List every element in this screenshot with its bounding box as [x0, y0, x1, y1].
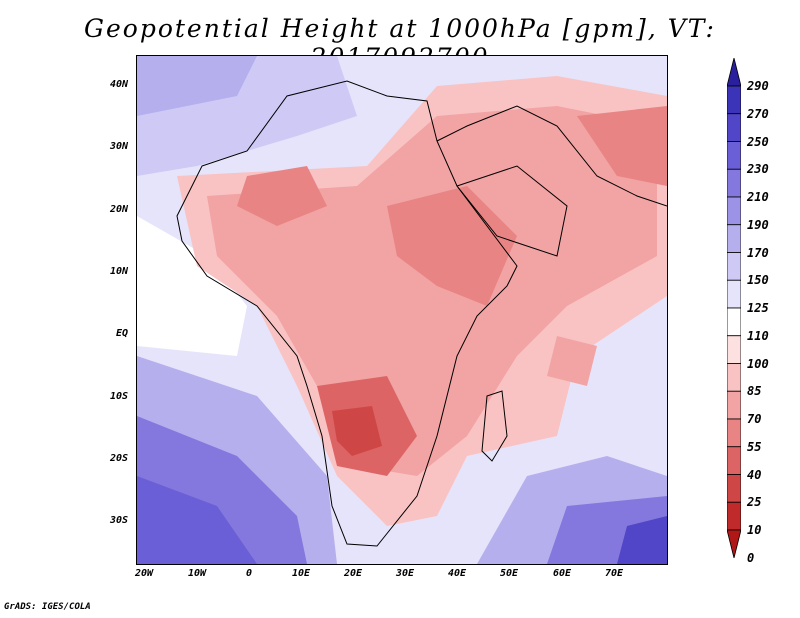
colorbar-label: 10 [747, 523, 762, 537]
arabia-coastline [456, 165, 568, 257]
lat-label: EQ [115, 328, 128, 339]
colorbar-swatch [727, 418, 741, 448]
colorbar-label: 70 [747, 412, 762, 426]
grads-credit: GrADS: IGES/COLA [4, 602, 91, 612]
lon-label: 10W [187, 568, 207, 579]
colorbar-swatch [727, 501, 741, 531]
field-atlantic-neutral [137, 216, 247, 356]
colorbar-swatch [727, 279, 741, 309]
colorbar-swatch [727, 85, 741, 115]
colorbar-swatch [727, 335, 741, 364]
colorbar-label: 25 [747, 495, 762, 510]
colorbar-swatch [727, 446, 741, 475]
colorbar-swatch [727, 113, 741, 142]
colorbar-label: 170 [747, 245, 769, 260]
field-south-indian-center [617, 516, 667, 564]
field-sahara-low [237, 166, 327, 226]
colorbar-swatch [727, 252, 741, 281]
colorbar-label: 290 [747, 79, 769, 93]
colorbar-swatch [727, 390, 741, 420]
colorbar-label: 55 [747, 439, 762, 454]
colorbar-swatch [727, 168, 741, 198]
colorbar-label: 100 [747, 356, 769, 371]
asia-coastline [436, 105, 667, 207]
africa-coastline [176, 80, 518, 547]
field-north-high-core [137, 56, 257, 116]
colorbar-label: 270 [747, 106, 769, 121]
lon-label: 40E [447, 568, 467, 579]
lon-label: 50E [499, 568, 519, 579]
lat-label: 20S [109, 453, 128, 464]
lon-label: 20W [134, 568, 154, 579]
lat-label: 10N [109, 266, 128, 277]
field-southern-africa-core [332, 406, 382, 456]
lon-label: 70E [604, 568, 624, 579]
colorbar-label: 110 [747, 328, 769, 343]
colorbar-bottom-arrow [727, 529, 741, 558]
field-indian-ocean-low [547, 336, 597, 386]
colorbar-label: 150 [747, 273, 769, 288]
colorbar-label: 230 [747, 162, 769, 177]
field-south-atlantic-center [137, 476, 257, 564]
lat-label: 40N [109, 79, 128, 90]
colorbar-label: 250 [747, 134, 769, 149]
colorbar-label: 85 [747, 384, 762, 399]
colorbar-swatch [727, 224, 741, 253]
lon-label: 20E [343, 568, 363, 579]
map-field [137, 56, 667, 564]
colorbar-swatch [727, 196, 741, 226]
lon-label: 10E [291, 568, 311, 579]
coastlines [176, 80, 667, 547]
colorbar-top-arrow [727, 58, 741, 87]
field-sahel-low [387, 186, 517, 306]
lon-label: 0 [245, 568, 253, 579]
colorbar-swatch [727, 307, 741, 337]
colorbar-swatch [727, 141, 741, 170]
colorbar-label: 210 [747, 190, 769, 204]
madagascar-coastline [481, 390, 508, 462]
colorbar-label: 125 [747, 301, 769, 315]
lat-label: 30S [109, 515, 128, 526]
colorbar-label: 0 [747, 550, 755, 565]
lat-label: 10S [109, 391, 128, 402]
colorbar-label: 40 [747, 467, 762, 482]
lon-label: 60E [552, 568, 572, 579]
lon-label: 30E [395, 568, 415, 579]
lat-label: 20N [109, 204, 128, 215]
colorbar-swatch [727, 363, 741, 392]
map-panel [136, 55, 668, 565]
lat-label: 30N [109, 141, 128, 152]
field-india-low [577, 106, 667, 186]
colorbar-swatch [727, 474, 741, 503]
colorbar [727, 58, 741, 558]
colorbar-label: 190 [747, 217, 769, 232]
